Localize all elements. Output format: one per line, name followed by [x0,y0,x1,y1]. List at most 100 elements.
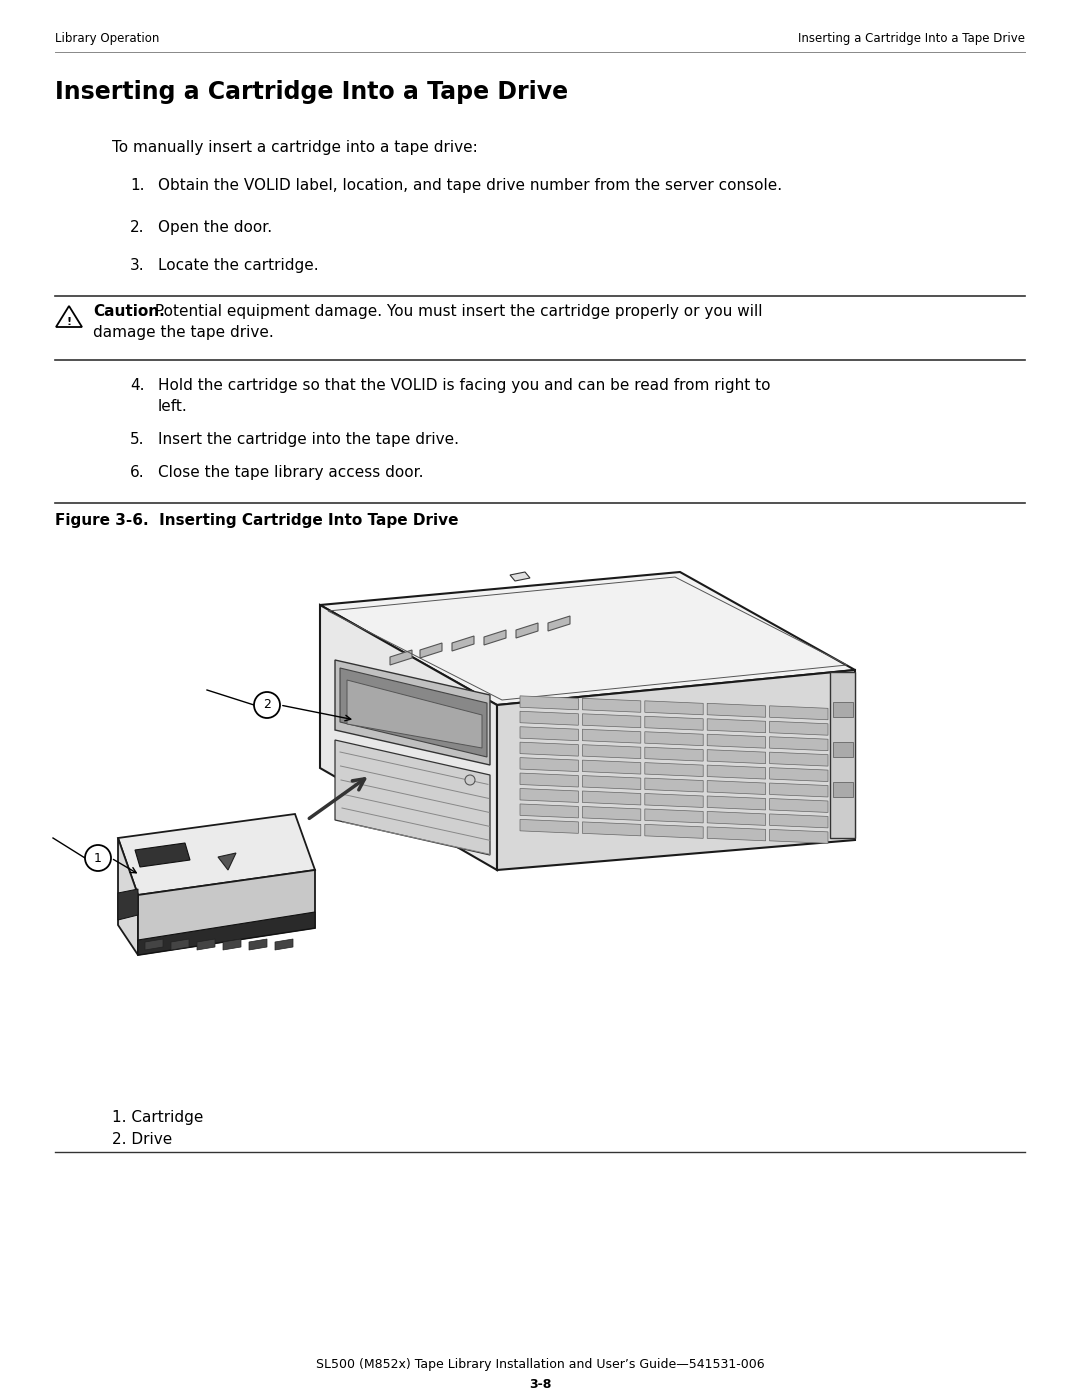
Circle shape [85,845,111,870]
Text: 1. Cartridge: 1. Cartridge [112,1111,203,1125]
Polygon shape [645,717,703,731]
Polygon shape [249,939,267,950]
Polygon shape [118,814,315,895]
Polygon shape [497,671,855,870]
Polygon shape [770,721,828,735]
Text: 1.: 1. [130,177,145,193]
Polygon shape [833,703,853,717]
Polygon shape [582,745,640,759]
Polygon shape [222,939,241,950]
Text: To manually insert a cartridge into a tape drive:: To manually insert a cartridge into a ta… [112,140,477,155]
Polygon shape [582,775,640,789]
Text: Inserting a Cartridge Into a Tape Drive: Inserting a Cartridge Into a Tape Drive [798,32,1025,45]
Polygon shape [770,767,828,781]
Polygon shape [484,630,507,645]
Polygon shape [645,793,703,807]
Polygon shape [335,659,490,766]
Text: 6.: 6. [130,465,145,481]
Polygon shape [707,735,766,749]
Polygon shape [138,912,315,956]
Polygon shape [770,814,828,828]
Polygon shape [707,796,766,810]
Text: 3-8: 3-8 [529,1377,551,1391]
Polygon shape [582,714,640,728]
Text: Figure 3-6.  Inserting Cartridge Into Tape Drive: Figure 3-6. Inserting Cartridge Into Tap… [55,513,459,528]
Polygon shape [548,616,570,631]
Text: Inserting a Cartridge Into a Tape Drive: Inserting a Cartridge Into a Tape Drive [55,80,568,103]
Polygon shape [582,791,640,805]
Polygon shape [707,812,766,826]
Text: Close the tape library access door.: Close the tape library access door. [158,465,423,481]
Polygon shape [453,636,474,651]
Polygon shape [320,571,855,705]
Polygon shape [645,824,703,838]
Text: Insert the cartridge into the tape drive.: Insert the cartridge into the tape drive… [158,432,459,447]
Text: Obtain the VOLID label, location, and tape drive number from the server console.: Obtain the VOLID label, location, and ta… [158,177,782,193]
Polygon shape [645,778,703,792]
Polygon shape [645,763,703,777]
Text: SL500 (M852x) Tape Library Installation and User’s Guide—541531-006: SL500 (M852x) Tape Library Installation … [315,1358,765,1370]
Polygon shape [340,668,487,757]
Text: Open the door.: Open the door. [158,219,272,235]
Text: !: ! [67,317,71,327]
Polygon shape [519,803,579,817]
Polygon shape [519,696,579,710]
Polygon shape [582,698,640,712]
Polygon shape [770,799,828,813]
Text: Caution.: Caution. [93,305,165,319]
Text: Hold the cartridge so that the VOLID is facing you and can be read from right to: Hold the cartridge so that the VOLID is … [158,379,770,393]
Text: damage the tape drive.: damage the tape drive. [93,326,273,339]
Polygon shape [770,705,828,719]
Polygon shape [118,838,138,956]
Polygon shape [347,680,482,747]
Circle shape [254,692,280,718]
Polygon shape [833,742,853,757]
Polygon shape [770,752,828,766]
Polygon shape [833,782,853,798]
Polygon shape [218,854,237,870]
Text: Locate the cartridge.: Locate the cartridge. [158,258,319,272]
Polygon shape [707,719,766,732]
Polygon shape [707,766,766,780]
Polygon shape [582,760,640,774]
Polygon shape [420,643,442,658]
Text: 1: 1 [94,852,102,865]
Polygon shape [645,732,703,746]
Polygon shape [519,742,579,756]
Polygon shape [516,623,538,638]
Polygon shape [275,939,293,950]
Polygon shape [145,939,163,950]
Polygon shape [645,701,703,715]
Text: 5.: 5. [130,432,145,447]
Text: Potential equipment damage. You must insert the cartridge properly or you will: Potential equipment damage. You must ins… [150,305,762,319]
Polygon shape [770,736,828,750]
Text: 4.: 4. [130,379,145,393]
Polygon shape [519,788,579,802]
Circle shape [465,775,475,785]
Polygon shape [707,827,766,841]
Polygon shape [135,842,190,868]
Polygon shape [582,729,640,743]
Polygon shape [582,821,640,835]
Polygon shape [519,757,579,771]
Polygon shape [171,939,189,950]
Polygon shape [645,809,703,823]
Text: 3.: 3. [130,258,145,272]
Polygon shape [519,726,579,740]
Polygon shape [519,820,579,834]
Polygon shape [707,703,766,717]
Text: 2.: 2. [130,219,145,235]
Polygon shape [390,650,411,665]
Polygon shape [831,672,855,838]
Text: 2: 2 [264,698,271,711]
Polygon shape [335,740,490,855]
Polygon shape [320,605,497,870]
Text: 2. Drive: 2. Drive [112,1132,172,1147]
Polygon shape [707,781,766,795]
Polygon shape [645,747,703,761]
Polygon shape [770,830,828,844]
Polygon shape [510,571,530,581]
Text: Library Operation: Library Operation [55,32,160,45]
Polygon shape [138,870,315,956]
Polygon shape [519,773,579,787]
